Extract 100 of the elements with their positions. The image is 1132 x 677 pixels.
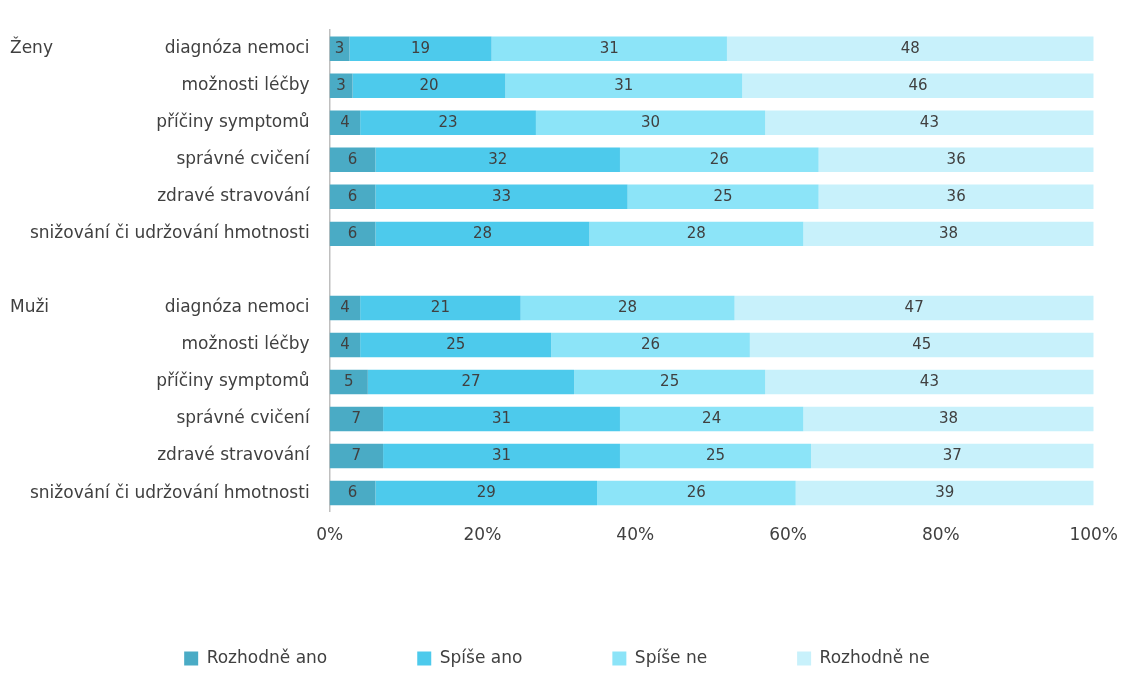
data-label: 33: [491, 186, 512, 205]
bar: [818, 147, 1094, 173]
bar: [535, 110, 766, 135]
text: Muži: [10, 296, 50, 317]
bar: [329, 406, 384, 432]
y-tick-label: příčiny symptomů: [156, 370, 310, 391]
data-label: 38: [938, 408, 959, 427]
data-label: 4: [340, 334, 350, 353]
bar: [367, 369, 575, 395]
x-tick-label: 20%: [463, 524, 502, 545]
bar: [726, 36, 1094, 61]
bar: [352, 73, 506, 98]
bar: [551, 332, 750, 358]
data-label: 25: [660, 371, 680, 390]
x-tick-label: 80%: [921, 524, 960, 545]
bar: [375, 480, 598, 506]
legend-label: Rozhodně ano: [206, 646, 328, 667]
data-label: 25: [705, 445, 726, 464]
bar: [795, 480, 1094, 506]
data-label: 36: [946, 149, 966, 168]
bar: [329, 443, 384, 469]
data-label: 36: [946, 186, 966, 205]
y-tick-label: příčiny symptomů: [156, 111, 310, 132]
bar: [383, 443, 620, 469]
data-label: 31: [614, 75, 634, 94]
bar: [329, 221, 376, 247]
data-label: 26: [686, 482, 706, 501]
y-tick-label: diagnóza nemoci: [164, 296, 310, 317]
bar: [765, 110, 1094, 135]
data-label: 26: [640, 334, 661, 353]
data-label: 28: [472, 223, 492, 242]
data-label: 23: [438, 112, 458, 131]
data-label: 39: [935, 482, 955, 501]
data-label: 4: [340, 112, 350, 131]
bar: [329, 480, 376, 506]
data-label: 45: [912, 334, 932, 353]
data-label: 24: [702, 408, 722, 427]
data-label: 48: [900, 38, 920, 57]
bar: [734, 295, 1094, 321]
bar: [619, 443, 811, 469]
bar: [574, 369, 766, 395]
bar: [383, 406, 620, 432]
data-label: 19: [410, 38, 431, 57]
bar: [360, 332, 552, 358]
bar: [742, 73, 1094, 98]
data-label: 4: [340, 297, 350, 316]
legend-label: Spíše ano: [439, 646, 523, 667]
y-tick-label: snižování či udržování hmotnosti: [29, 222, 310, 243]
data-label: 46: [908, 75, 928, 94]
bar: [619, 406, 804, 432]
data-label: 26: [709, 149, 729, 168]
data-label: 47: [904, 297, 924, 316]
data-label: 7: [351, 408, 362, 427]
data-label: 5: [343, 371, 354, 390]
data-label: 28: [686, 223, 706, 242]
bar: [627, 184, 819, 210]
data-label: 37: [942, 445, 962, 464]
y-tick-label: zdravé stravování: [157, 185, 311, 206]
data-label: 31: [491, 445, 512, 464]
x-tick-label: 40%: [616, 524, 655, 545]
bar: [375, 147, 620, 173]
data-label: 38: [938, 223, 959, 242]
y-tick-label: zdravé stravování: [157, 444, 311, 465]
bar: [505, 73, 743, 98]
bar: [491, 36, 727, 61]
bar: [803, 221, 1094, 247]
y-tick-label: možnosti léčby: [181, 74, 310, 95]
data-label: 28: [618, 297, 638, 316]
x-tick-label: 100%: [1069, 524, 1118, 545]
data-label: 29: [476, 482, 496, 501]
data-label: 6: [347, 186, 358, 205]
data-label: 7: [351, 445, 362, 464]
legend-label: Rozhodně ne: [819, 646, 930, 667]
bar: [803, 406, 1094, 432]
bar: [818, 184, 1094, 210]
bar: [749, 332, 1094, 358]
bar: [329, 369, 368, 395]
bar: [329, 184, 376, 210]
data-label: 27: [461, 371, 481, 390]
bar: [589, 221, 804, 247]
legend-label: Spíše ne: [634, 646, 708, 667]
data-label: 31: [491, 408, 512, 427]
bar: [360, 295, 521, 321]
data-label: 25: [713, 186, 733, 205]
bar: [619, 147, 819, 173]
bar: [765, 369, 1094, 395]
data-label: 20: [419, 75, 439, 94]
bar: [597, 480, 796, 506]
data-label: 30: [640, 112, 661, 131]
y-tick-label: možnosti léčby: [181, 333, 310, 354]
bar: [810, 443, 1094, 469]
data-label: 25: [446, 334, 466, 353]
data-label: 3: [336, 75, 346, 94]
data-label: 32: [488, 149, 508, 168]
data-label: 21: [430, 297, 450, 316]
x-tick-label: 60%: [769, 524, 807, 545]
data-label: 31: [599, 38, 619, 57]
y-tick-label: správné cvičení: [176, 148, 311, 169]
y-tick-label: snižování či udržování hmotnosti: [29, 481, 310, 502]
data-label: 43: [919, 371, 939, 390]
